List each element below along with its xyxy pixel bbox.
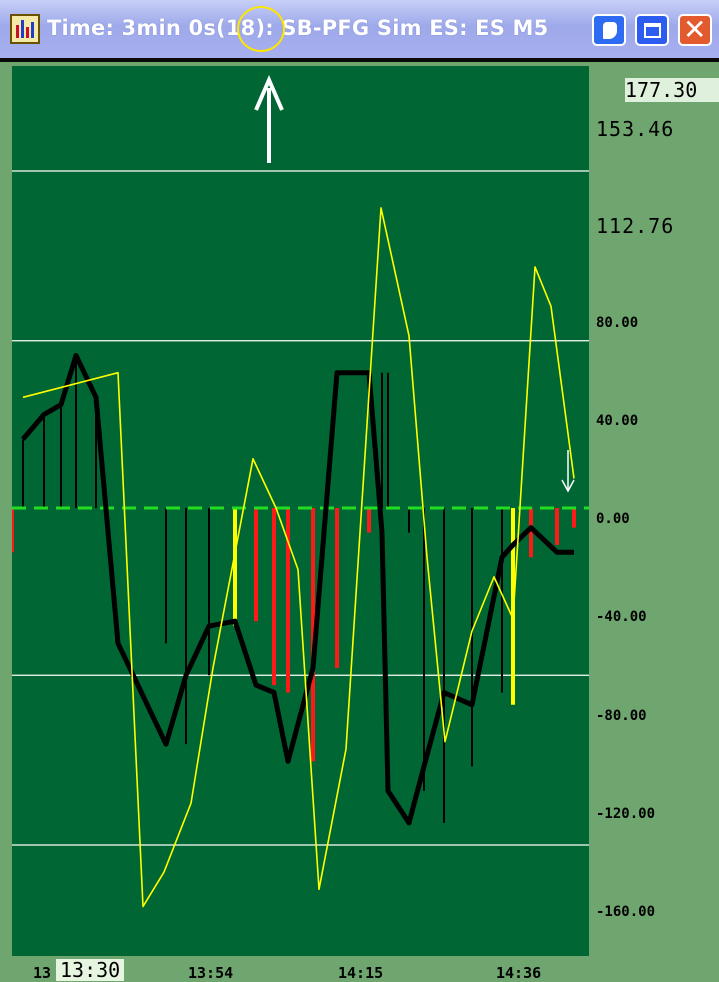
maximize-icon bbox=[644, 23, 661, 38]
yellow-signal-line bbox=[22, 207, 575, 908]
plot-area[interactable] bbox=[12, 66, 589, 956]
price-label-0: 0.00 bbox=[596, 511, 630, 527]
up-arrow-head-icon bbox=[254, 74, 284, 111]
current-price-label: 177.30 bbox=[625, 78, 719, 102]
price-label-neg40: -40.00 bbox=[596, 609, 647, 625]
time-label-1354: 13:54 bbox=[188, 964, 234, 982]
cursor-time-label: 13:30 bbox=[56, 959, 125, 981]
price-label-neg160: -160.00 bbox=[596, 904, 656, 920]
highlight-circle bbox=[237, 6, 285, 52]
chart-canvas bbox=[12, 74, 589, 908]
maximize-button[interactable] bbox=[635, 14, 669, 46]
price-label-neg80: -80.00 bbox=[596, 708, 647, 724]
price-label-80: 80.00 bbox=[596, 315, 639, 331]
close-button[interactable]: ✕ bbox=[678, 13, 712, 46]
close-icon: ✕ bbox=[683, 13, 707, 46]
price-label-112: 112.76 bbox=[596, 214, 675, 238]
price-label-neg120: -120.00 bbox=[596, 806, 656, 822]
swap-window-icon bbox=[603, 22, 617, 39]
chart-app-icon-glyph bbox=[16, 20, 34, 38]
price-label-153: 153.46 bbox=[596, 117, 675, 141]
price-label-40: 40.00 bbox=[596, 413, 639, 429]
swap-window-button[interactable] bbox=[592, 14, 626, 46]
time-label-1436: 14:36 bbox=[496, 964, 542, 982]
title-bar[interactable]: Time: 3min 0s(18): SB-PFG Sim ES: ES M5 … bbox=[0, 0, 719, 62]
time-label-clipped: 13 bbox=[33, 964, 52, 982]
black-oscillator-line bbox=[21, 352, 574, 826]
window-title: Time: 3min 0s(18): SB-PFG Sim ES: ES M5 bbox=[47, 16, 549, 40]
down-arrow-head-icon bbox=[561, 479, 575, 493]
chart-app-icon[interactable] bbox=[10, 14, 40, 44]
time-label-1415: 14:15 bbox=[338, 964, 384, 982]
